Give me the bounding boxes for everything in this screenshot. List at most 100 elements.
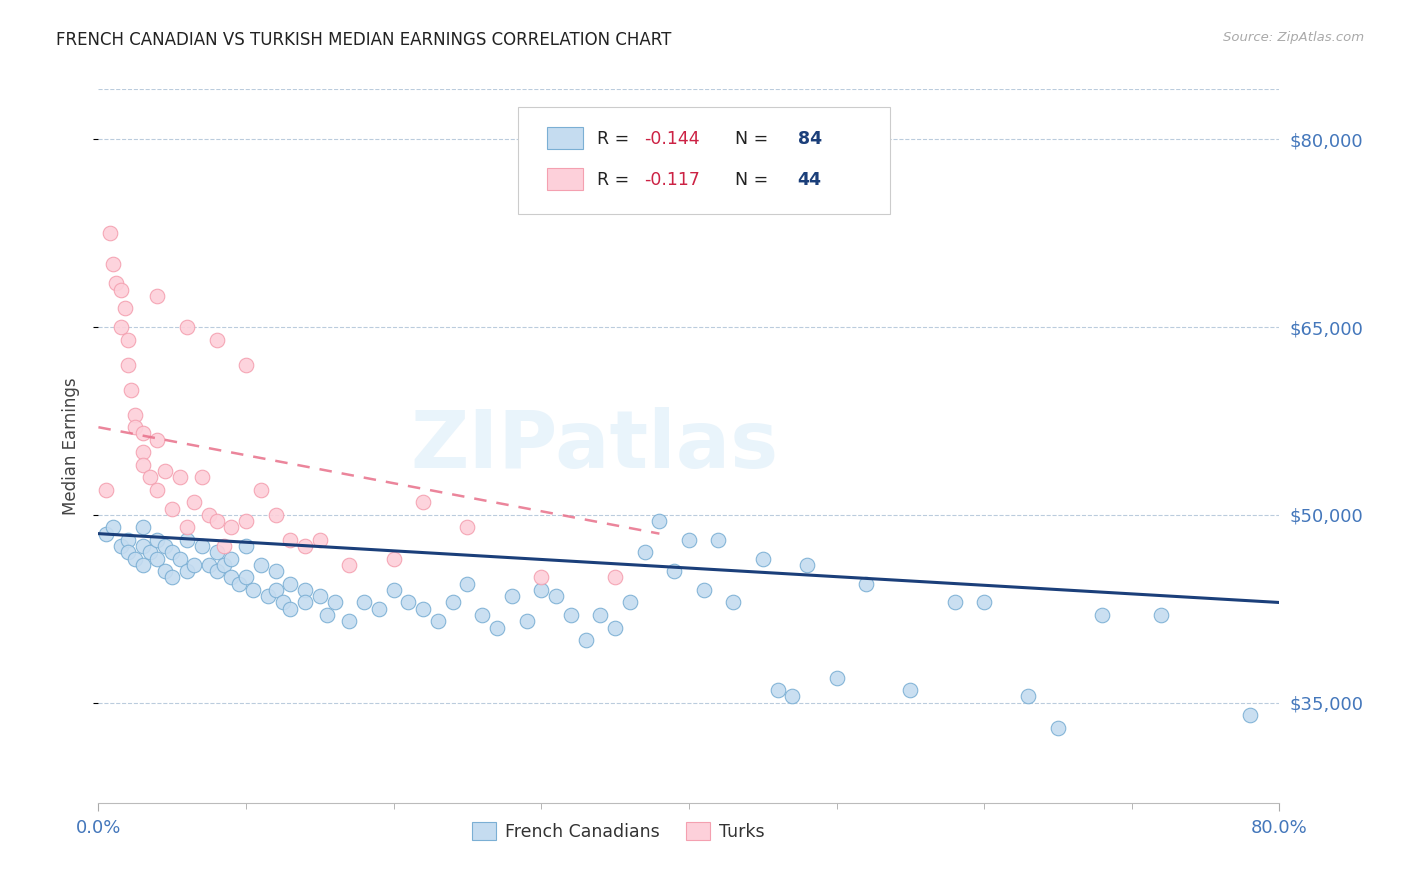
Point — [139, 545, 162, 559]
Point — [117, 545, 139, 559]
Point — [205, 514, 228, 528]
Point — [294, 539, 316, 553]
Text: Source: ZipAtlas.com: Source: ZipAtlas.com — [1223, 31, 1364, 45]
Point — [264, 508, 287, 522]
Point — [900, 683, 922, 698]
Point — [198, 558, 221, 572]
Point — [471, 607, 494, 622]
Point — [648, 514, 671, 528]
Point — [589, 607, 612, 622]
Point — [221, 520, 243, 534]
Point — [398, 595, 420, 609]
Point — [146, 433, 169, 447]
Point — [294, 595, 316, 609]
Point — [235, 358, 257, 372]
Point — [257, 589, 280, 603]
Point — [1018, 690, 1040, 704]
Point — [560, 607, 582, 622]
Point — [205, 545, 228, 559]
Point — [98, 226, 121, 240]
Point — [139, 470, 162, 484]
Point — [605, 570, 627, 584]
Point — [412, 495, 434, 509]
Point — [693, 582, 716, 597]
Point — [153, 464, 176, 478]
Point — [221, 551, 243, 566]
Point — [124, 420, 146, 434]
Point — [1239, 708, 1261, 723]
Point — [110, 283, 132, 297]
Point — [516, 614, 538, 628]
Point — [752, 551, 775, 566]
Point — [124, 551, 146, 566]
Point — [120, 383, 142, 397]
Point — [294, 582, 316, 597]
Text: ZIPatlas: ZIPatlas — [411, 407, 779, 485]
Point — [546, 589, 568, 603]
Point — [110, 320, 132, 334]
Point — [146, 533, 169, 547]
Point — [309, 533, 332, 547]
Point — [973, 595, 995, 609]
Point — [382, 582, 405, 597]
Point — [339, 614, 361, 628]
Point — [162, 570, 183, 584]
Point — [176, 320, 198, 334]
Legend: French Canadians, Turks: French Canadians, Turks — [465, 815, 772, 847]
Point — [132, 458, 155, 472]
Point — [825, 671, 848, 685]
Point — [94, 483, 117, 497]
Point — [212, 539, 235, 553]
Text: N =: N = — [724, 129, 775, 148]
Point — [94, 526, 117, 541]
Point — [271, 595, 294, 609]
FancyBboxPatch shape — [547, 127, 582, 150]
Point — [235, 570, 257, 584]
Text: R =: R = — [596, 170, 634, 188]
Text: -0.144: -0.144 — [644, 129, 700, 148]
Point — [457, 576, 479, 591]
Point — [235, 514, 257, 528]
Point — [242, 582, 264, 597]
Point — [323, 595, 346, 609]
Point — [132, 558, 155, 572]
Text: 84: 84 — [797, 129, 821, 148]
Point — [1091, 607, 1114, 622]
Point — [575, 633, 598, 648]
Point — [228, 576, 250, 591]
Point — [264, 564, 287, 578]
Text: 44: 44 — [797, 170, 821, 188]
Point — [176, 520, 198, 534]
Point — [766, 683, 789, 698]
Point — [183, 495, 205, 509]
Point — [169, 551, 191, 566]
Point — [191, 539, 214, 553]
Point — [117, 533, 139, 547]
Point — [486, 621, 509, 635]
Point — [707, 533, 730, 547]
Point — [634, 545, 657, 559]
Point — [103, 520, 125, 534]
Point — [664, 564, 686, 578]
Point — [382, 551, 405, 566]
Text: N =: N = — [724, 170, 775, 188]
Point — [132, 520, 155, 534]
Point — [723, 595, 745, 609]
Text: FRENCH CANADIAN VS TURKISH MEDIAN EARNINGS CORRELATION CHART: FRENCH CANADIAN VS TURKISH MEDIAN EARNIN… — [56, 31, 672, 49]
Point — [309, 589, 332, 603]
Point — [205, 564, 228, 578]
Point — [114, 301, 136, 316]
Point — [353, 595, 375, 609]
Point — [427, 614, 450, 628]
Point — [316, 607, 339, 622]
Point — [169, 470, 191, 484]
Point — [117, 358, 139, 372]
Point — [205, 333, 228, 347]
Point — [796, 558, 818, 572]
Point — [264, 582, 287, 597]
Point — [280, 601, 302, 615]
Point — [619, 595, 641, 609]
Point — [198, 508, 221, 522]
Point — [943, 595, 966, 609]
Point — [441, 595, 464, 609]
